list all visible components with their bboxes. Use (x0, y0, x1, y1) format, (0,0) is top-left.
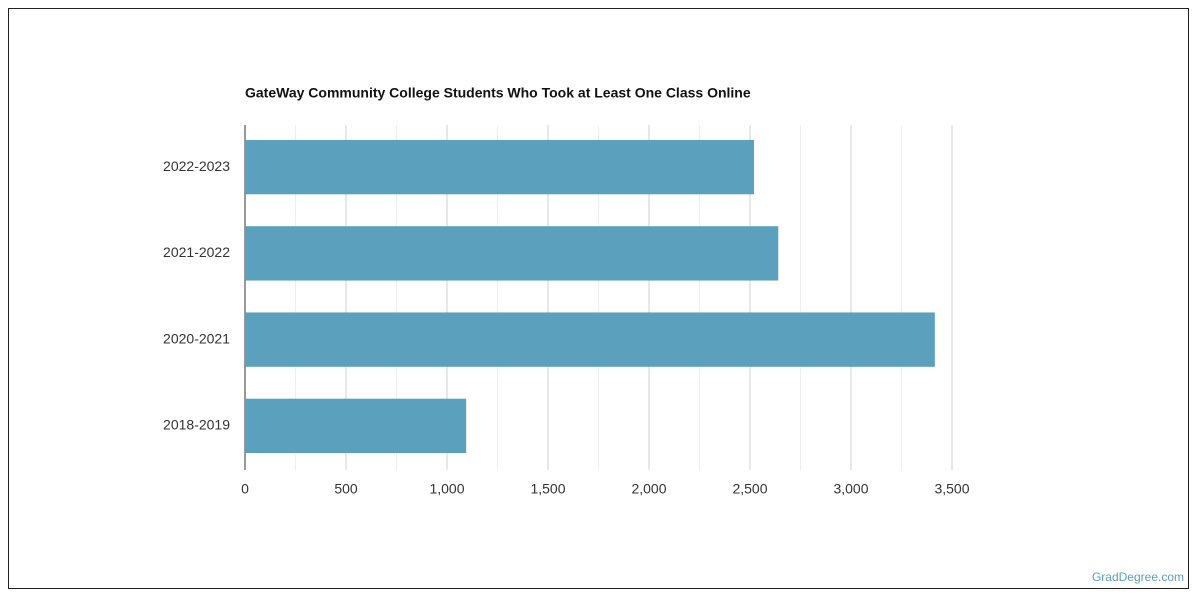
x-tick-label: 500 (334, 481, 358, 497)
x-tick-label: 2,000 (631, 481, 666, 497)
bar (245, 139, 755, 195)
x-tick-label: 3,000 (833, 481, 868, 497)
bar (245, 312, 935, 367)
x-tick-label: 2,500 (732, 481, 767, 497)
x-tick-label: 1,000 (429, 481, 464, 497)
y-tick-label: 2022-2023 (163, 158, 230, 174)
bar (245, 398, 467, 454)
y-tick-label: 2018-2019 (163, 417, 230, 433)
chart-title: GateWay Community College Students Who T… (245, 85, 751, 101)
watermark: GradDegree.com (1092, 570, 1184, 584)
x-tick-label: 3,500 (934, 481, 969, 497)
y-tick-label: 2020-2021 (163, 330, 230, 346)
frame (8, 8, 1189, 589)
x-tick-label: 0 (241, 481, 249, 497)
x-tick-label: 1,500 (530, 481, 565, 497)
bar (245, 226, 779, 281)
y-tick-label: 2021-2022 (163, 244, 230, 260)
